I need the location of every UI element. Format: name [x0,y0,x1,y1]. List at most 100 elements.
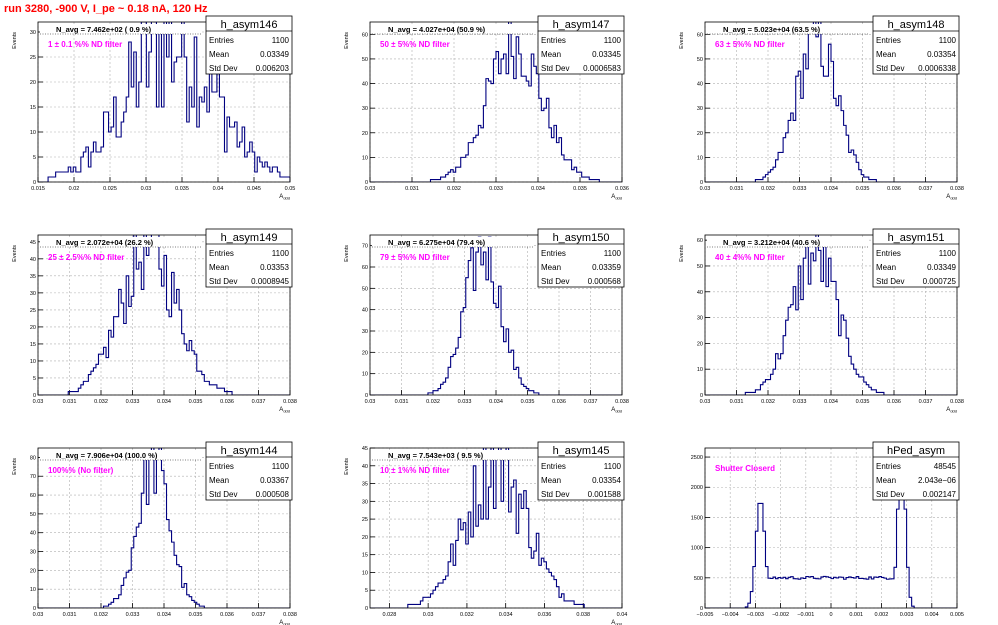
x-tick-label: 0.037 [919,399,933,405]
stats-key: Mean [209,263,229,272]
stats-value: 0.000725 [923,277,957,286]
x-axis-label: Addd [946,194,957,201]
y-tick-label: 10 [697,367,703,373]
y-tick-label: 35 [362,482,368,488]
navg-text: N_avg = 7.543e+03 ( 9.5 %) [388,451,484,460]
x-tick-label: 0.034 [157,399,171,405]
filter-label: 50 ± 5%% ND filter [380,40,450,49]
stats-key: Entries [209,36,234,45]
stats-key: Entries [541,249,566,258]
y-tick-label: 40 [362,464,368,470]
x-tick-label: 0.03 [365,399,376,405]
y-tick-label: 10 [362,570,368,576]
stats-box [537,228,625,288]
plot-frame [369,21,623,183]
stats-title: h_asym144 [221,445,278,457]
y-tick-label: 40 [30,531,36,537]
plot-frame [704,447,958,609]
stats-key: Std Dev [209,277,237,286]
navg-text: N_avg = 4.027e+04 (50.9 %) [388,25,486,34]
y-axis-label: Events [679,32,685,49]
stats-value: 0.03359 [592,263,621,272]
y-tick-label: 35 [30,274,36,280]
x-tick-label: 0.036 [220,399,234,405]
stats-value: 0.03345 [592,50,621,59]
y-tick-label: 30 [30,291,36,297]
x-axis-label: Addd [611,620,622,625]
x-tick-label: −0.004 [722,612,739,618]
x-axis-label: Addd [279,407,290,414]
y-tick-label: 25 [30,308,36,314]
stats-value: 0.006203 [256,64,290,73]
y-tick-label: 2500 [691,455,703,461]
stats-key: Entries [209,249,234,258]
y-tick-label: 1000 [691,546,703,552]
y-tick-label: 10 [697,155,703,161]
x-tick-label: 0.05 [285,186,296,192]
x-tick-label: 0.032 [460,612,474,618]
x-tick-label: 0.028 [383,612,397,618]
y-tick-label: 0 [365,393,368,399]
x-tick-label: 0.032 [94,399,108,405]
stats-box [872,15,960,75]
y-tick-label: 5 [33,155,36,161]
y-tick-label: 10 [362,372,368,378]
x-tick-label: 0.031 [730,399,744,405]
y-tick-label: 2000 [691,485,703,491]
stats-title: h_asym148 [888,19,945,31]
stats-value: 0.0006583 [583,64,621,73]
y-tick-label: 45 [30,240,36,246]
navg-bg [372,450,534,460]
stats-title: h_asym151 [888,232,945,244]
y-tick-label: 20 [362,131,368,137]
filter-label: 100%% (No filter) [48,466,114,475]
stats-key: Entries [876,249,901,258]
x-tick-label: 0.034 [531,186,545,192]
stats-key: Entries [541,36,566,45]
y-tick-label: 30 [362,499,368,505]
y-axis-label: Events [679,245,685,262]
x-tick-label: 0.033 [793,186,807,192]
y-tick-label: 0 [700,393,703,399]
y-tick-label: 25 [30,55,36,61]
y-tick-label: 1500 [691,515,703,521]
y-tick-label: 500 [694,576,703,582]
x-axis-label-sub: ddd [615,622,622,625]
x-tick-label: 0.002 [875,612,889,618]
y-tick-label: 60 [697,238,703,244]
y-tick-label: 15 [362,553,368,559]
y-tick-label: 20 [30,568,36,574]
x-tick-label: 0.038 [615,399,629,405]
x-tick-label: 0.004 [925,612,939,618]
stats-value: 0.002147 [923,490,957,499]
x-tick-label: 0.035 [856,399,870,405]
y-tick-label: 0 [365,180,368,186]
x-tick-label: 0.03 [33,612,44,618]
stats-value: 0.03353 [260,263,289,272]
y-axis-label: Events [12,458,18,475]
stats-box [205,15,293,75]
y-tick-label: 30 [30,550,36,556]
x-tick-label: 0.036 [538,612,552,618]
x-tick-label: 0.033 [126,612,140,618]
y-tick-label: 5 [365,588,368,594]
y-tick-label: 20 [697,131,703,137]
navg-text: N_avg = 6.275e+04 (79.4 %) [388,238,486,247]
x-tick-label: 0.005 [950,612,964,618]
x-axis-label: Addd [611,407,622,414]
stats-key: Std Dev [541,64,569,73]
chart-h_asym145: 0.028 0.03 0.032 0.034 0.036 0.038 0.04 0 5 10 15 2… [344,441,627,625]
y-tick-label: 50 [30,512,36,518]
y-tick-label: 30 [362,106,368,112]
y-tick-label: 10 [30,587,36,593]
x-axis-label: Addd [611,194,622,201]
stats-value: 0.03354 [592,476,621,485]
stats-key: Std Dev [876,490,904,499]
x-tick-label: 0.015 [31,186,45,192]
stats-key: Mean [209,50,229,59]
stats-value: 1100 [604,249,622,258]
stats-title: h_asym146 [221,19,278,31]
navg-bg [40,237,202,247]
stats-value: 0.03349 [927,263,956,272]
histogram-line [370,22,622,182]
